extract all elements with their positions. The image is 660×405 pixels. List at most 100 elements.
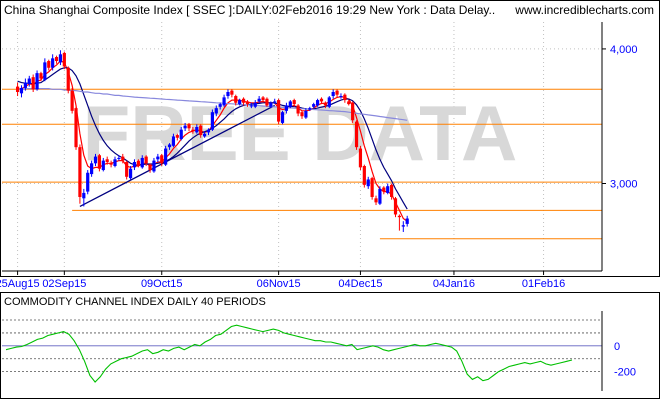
candle-body (354, 121, 359, 148)
candle-body (199, 125, 203, 136)
candle-body (167, 144, 172, 148)
cci-line (5, 324, 573, 383)
candle-body (382, 187, 386, 192)
candle-body (304, 110, 308, 118)
candle-body (284, 105, 289, 111)
candle-body (343, 94, 347, 101)
x-tick-label: 02Sep15 (42, 278, 86, 290)
candle-body (300, 112, 304, 117)
candle-body (62, 52, 66, 67)
candle-body (210, 112, 214, 130)
candle-body (249, 105, 253, 107)
cci-y-label: 0 (614, 341, 620, 353)
candle-body (288, 101, 292, 107)
candle-body (191, 129, 195, 132)
cci-title: COMMODITY CHANNEL INDEX DAILY 40 PERIODS (4, 296, 266, 308)
x-tick-label: 04Jan16 (433, 278, 475, 290)
candle-body (296, 105, 300, 114)
candle-body (265, 98, 269, 106)
candle-body (23, 82, 27, 88)
candle-body (97, 155, 102, 169)
source-label[interactable]: www.incrediblecharts.com (515, 3, 654, 17)
candle-body (82, 192, 86, 199)
candle-body (27, 78, 31, 84)
candle-body (374, 198, 378, 203)
x-tick-label: 25Aug15 (0, 278, 40, 290)
candle-body (397, 215, 402, 218)
candle-body (117, 157, 121, 159)
x-tick-label: 09Oct15 (141, 278, 183, 290)
candle-body (90, 163, 94, 175)
candle-body (152, 160, 156, 172)
candle-body (277, 100, 281, 122)
candle-body (315, 100, 320, 106)
candle-body (86, 172, 90, 192)
y-tick-label: 4,000 (610, 44, 638, 56)
candle-body (405, 218, 409, 224)
candle-body (121, 156, 125, 161)
candle-body (241, 98, 246, 103)
candle-body (144, 156, 148, 164)
candle-body (280, 112, 285, 123)
candle-body (253, 102, 257, 107)
candle-body (175, 135, 179, 138)
candle-body (230, 90, 234, 95)
candle-body (245, 101, 250, 105)
candle-body (93, 156, 98, 164)
candle-body (140, 157, 144, 168)
candle-body (261, 97, 265, 101)
candle-body (273, 101, 277, 103)
candle-body (238, 100, 242, 105)
candle-body (195, 126, 199, 133)
price-axis: 25Aug1502Sep15 09Oct15 06Nov15 04Dec15 04Jan… (0, 44, 638, 290)
x-tick-label: 06Nov15 (257, 278, 301, 290)
candle-body (19, 87, 24, 94)
candle-body (327, 97, 331, 107)
candle-body (156, 156, 160, 160)
candle-body (31, 77, 35, 90)
candle-body (319, 98, 324, 102)
candle-body (35, 73, 39, 90)
candle-body (206, 129, 211, 133)
candle-body (269, 102, 273, 107)
price-grid (2, 22, 602, 271)
candle-body (366, 179, 370, 187)
candle-body (339, 96, 343, 98)
candle-body (202, 133, 207, 137)
candle-body (101, 160, 105, 171)
candle-body (78, 147, 82, 197)
candle-body (113, 159, 117, 167)
candle-body (386, 186, 390, 193)
candle-body (393, 198, 398, 215)
candle-body (136, 160, 140, 167)
candle-body (164, 148, 168, 165)
candle-body (362, 166, 366, 185)
candle-body (312, 104, 316, 107)
chart-title: China Shanghai Composite Index [ SSEC ]:… (4, 3, 496, 17)
candle-body (54, 56, 59, 62)
candle-body (105, 159, 109, 162)
candle-body (47, 61, 51, 68)
candle-body (390, 184, 394, 197)
candle-body (222, 97, 226, 106)
candle-body (15, 86, 20, 92)
candle-body (43, 62, 47, 80)
y-tick-label: 3,000 (610, 179, 638, 191)
candle-body (308, 108, 312, 110)
cci-y-label: -200 (614, 367, 636, 379)
trendline (79, 104, 276, 207)
cci-chart: 0 -200 (2, 319, 636, 383)
candle-body (160, 155, 164, 164)
candle-body (378, 188, 382, 204)
x-tick-label: 01Feb16 (522, 278, 565, 290)
candle-body (183, 125, 187, 129)
candle-body (39, 73, 43, 79)
candle-body (257, 98, 261, 102)
candle-body (351, 102, 355, 121)
candle-body (148, 164, 152, 171)
candle-body (58, 54, 63, 63)
candle-body (401, 225, 405, 227)
